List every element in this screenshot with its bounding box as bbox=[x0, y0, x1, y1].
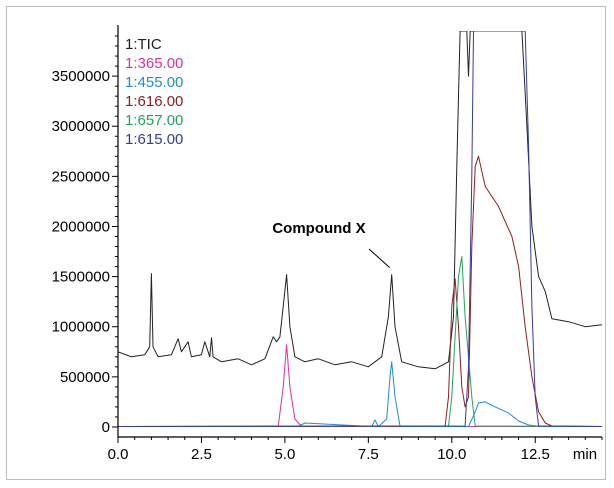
x-tick-label: 2.5 bbox=[191, 446, 212, 463]
legend-entry: 1:615.00 bbox=[125, 131, 183, 148]
y-tick-label: 500000 bbox=[60, 369, 110, 386]
chromatogram-chart: 0 500000 1000000 1500000 2000000 2500000 30000… bbox=[52, 25, 603, 463]
y-tick-label: 2000000 bbox=[52, 218, 110, 235]
x-tick-label: 0.0 bbox=[108, 446, 129, 463]
annotation-leader-line bbox=[368, 248, 391, 268]
series-line-2 bbox=[118, 361, 602, 427]
series-line-5 bbox=[118, 31, 602, 427]
series-line-0 bbox=[118, 31, 602, 370]
legend: 1:TIC 1:365.00 1:455.00 1:616.00 1:657.00 1:6… bbox=[125, 36, 183, 148]
y-tick-label: 3500000 bbox=[52, 68, 110, 85]
legend-entry: 1:455.00 bbox=[125, 74, 183, 91]
series-line-4 bbox=[118, 256, 602, 427]
y-tick-label: 1500000 bbox=[52, 269, 110, 286]
y-tick-label: 1000000 bbox=[52, 319, 110, 336]
x-unit-label: min bbox=[573, 446, 597, 463]
x-tick-label: 10.0 bbox=[437, 446, 466, 463]
x-tick-label: 7.5 bbox=[358, 446, 379, 463]
chart-frame: 0 500000 1000000 1500000 2000000 2500000 30000… bbox=[6, 6, 606, 480]
annotation-compound-x: Compound X bbox=[272, 220, 365, 237]
legend-entry: 1:616.00 bbox=[125, 93, 183, 110]
series-layer bbox=[118, 31, 602, 427]
x-tick-label: 12.5 bbox=[521, 446, 550, 463]
legend-entry: 1:TIC bbox=[125, 36, 162, 53]
legend-entry: 1:365.00 bbox=[125, 55, 183, 72]
legend-entry: 1:657.00 bbox=[125, 112, 183, 129]
y-tick-label: 3000000 bbox=[52, 118, 110, 135]
axes-layer: 0 500000 1000000 1500000 2000000 2500000 30000… bbox=[52, 25, 603, 463]
annotation-layer: Compound X bbox=[272, 220, 391, 268]
y-tick-label: 0 bbox=[102, 419, 110, 436]
x-tick-label: 5.0 bbox=[274, 446, 295, 463]
series-line-3 bbox=[118, 155, 602, 427]
y-tick-label: 2500000 bbox=[52, 168, 110, 185]
